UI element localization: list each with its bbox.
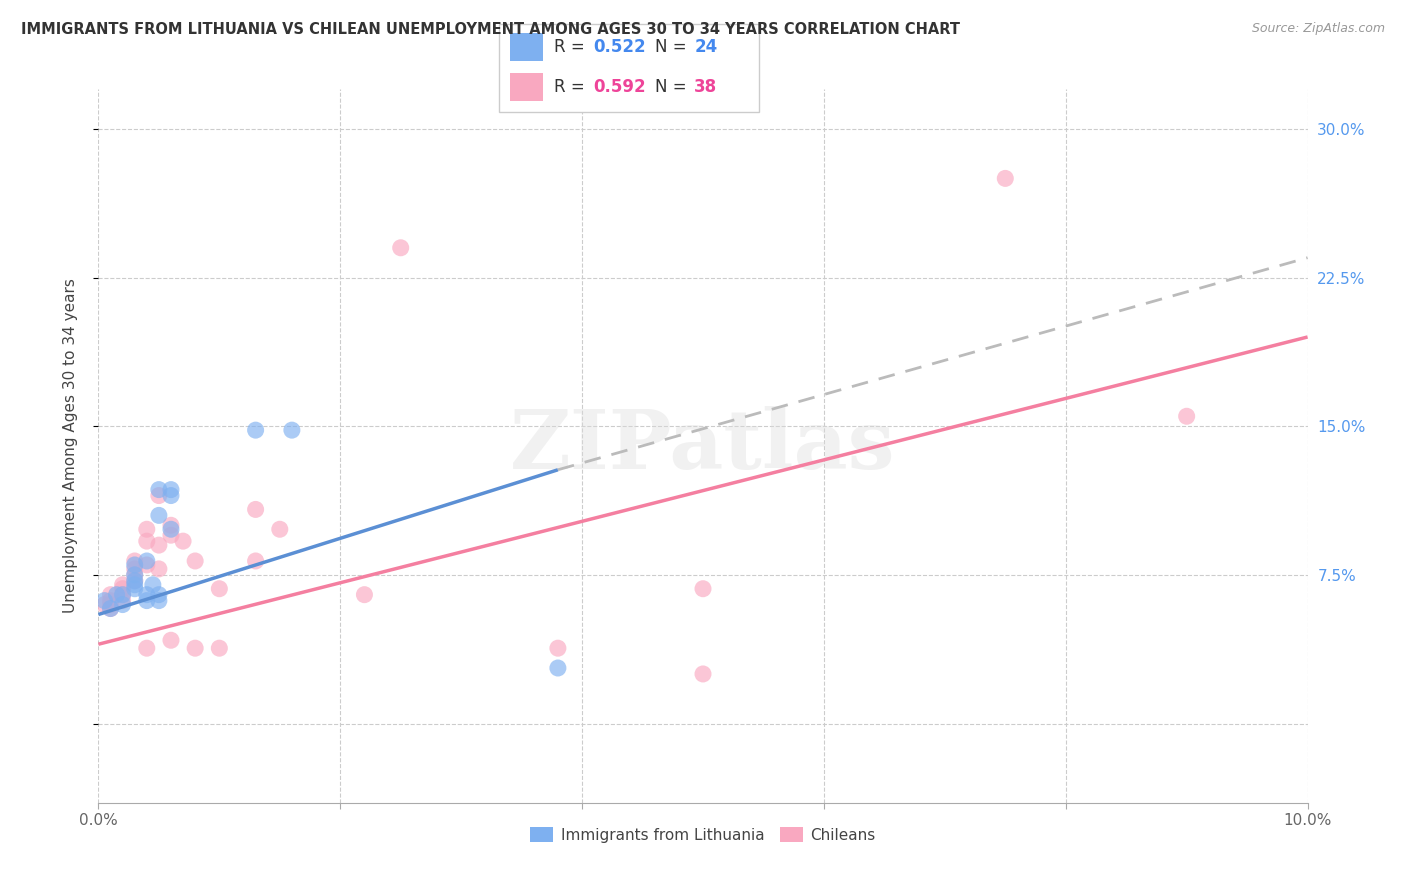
Text: IMMIGRANTS FROM LITHUANIA VS CHILEAN UNEMPLOYMENT AMONG AGES 30 TO 34 YEARS CORR: IMMIGRANTS FROM LITHUANIA VS CHILEAN UNE… xyxy=(21,22,960,37)
Point xyxy=(184,641,207,656)
Text: ZIPatlas: ZIPatlas xyxy=(510,406,896,486)
Point xyxy=(135,641,157,656)
Point xyxy=(245,554,267,568)
Point xyxy=(124,574,146,588)
Point xyxy=(124,578,146,592)
Point xyxy=(269,522,291,536)
Point xyxy=(172,534,194,549)
Point xyxy=(208,641,231,656)
Point xyxy=(100,598,122,612)
Point xyxy=(160,489,183,503)
Point xyxy=(160,483,183,497)
Point xyxy=(389,241,412,255)
Point xyxy=(111,588,134,602)
Point xyxy=(124,567,146,582)
Point xyxy=(142,578,165,592)
Point xyxy=(111,598,134,612)
Point xyxy=(160,522,183,536)
Point xyxy=(184,554,207,568)
Point xyxy=(111,593,134,607)
Point xyxy=(124,582,146,596)
Point xyxy=(245,502,267,516)
Point xyxy=(547,661,569,675)
Point xyxy=(353,588,375,602)
Point xyxy=(124,554,146,568)
FancyBboxPatch shape xyxy=(509,73,543,101)
Point xyxy=(135,558,157,572)
Point xyxy=(93,598,115,612)
Point xyxy=(100,588,122,602)
Point xyxy=(135,522,157,536)
Point xyxy=(208,582,231,596)
Point xyxy=(135,554,157,568)
Point xyxy=(124,567,146,582)
Point xyxy=(100,593,122,607)
Text: 0.592: 0.592 xyxy=(593,78,645,96)
Point xyxy=(148,562,170,576)
Text: N =: N = xyxy=(655,78,692,96)
Point xyxy=(93,593,115,607)
Point xyxy=(692,667,714,681)
Point xyxy=(111,582,134,596)
Point xyxy=(148,593,170,607)
Point xyxy=(245,423,267,437)
Point xyxy=(281,423,304,437)
Text: R =: R = xyxy=(554,37,589,56)
Text: 24: 24 xyxy=(695,37,717,56)
Point xyxy=(160,528,183,542)
Text: N =: N = xyxy=(655,37,692,56)
Point xyxy=(148,483,170,497)
Y-axis label: Unemployment Among Ages 30 to 34 years: Unemployment Among Ages 30 to 34 years xyxy=(63,278,77,614)
Point xyxy=(160,633,183,648)
Point xyxy=(160,518,183,533)
FancyBboxPatch shape xyxy=(509,33,543,61)
Point xyxy=(124,558,146,572)
Point xyxy=(111,588,134,602)
Point xyxy=(148,538,170,552)
Text: 0.522: 0.522 xyxy=(593,37,645,56)
Point xyxy=(135,593,157,607)
FancyBboxPatch shape xyxy=(499,24,759,112)
Point xyxy=(1175,409,1198,424)
Point xyxy=(148,489,170,503)
Point xyxy=(994,171,1017,186)
Point xyxy=(111,578,134,592)
Point xyxy=(692,582,714,596)
Point xyxy=(124,574,146,588)
Point xyxy=(105,588,128,602)
Point xyxy=(547,641,569,656)
Point xyxy=(100,601,122,615)
Point xyxy=(148,508,170,523)
Legend: Immigrants from Lithuania, Chileans: Immigrants from Lithuania, Chileans xyxy=(524,821,882,848)
Point xyxy=(100,601,122,615)
Point xyxy=(124,562,146,576)
Text: 38: 38 xyxy=(695,78,717,96)
Point xyxy=(148,588,170,602)
Text: Source: ZipAtlas.com: Source: ZipAtlas.com xyxy=(1251,22,1385,36)
Point xyxy=(135,534,157,549)
Text: R =: R = xyxy=(554,78,589,96)
Point xyxy=(135,588,157,602)
